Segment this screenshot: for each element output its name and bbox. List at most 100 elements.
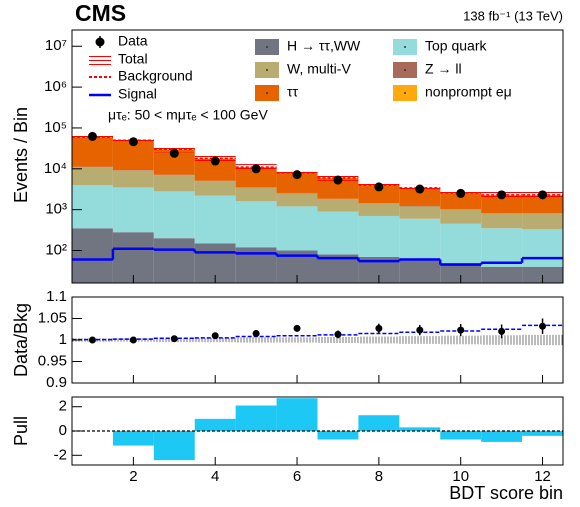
legend-label: H → ττ,WW	[287, 38, 361, 54]
stack-segment	[72, 137, 113, 167]
pull-bar	[522, 431, 563, 436]
stack-segment	[317, 211, 359, 255]
stack-segment	[317, 199, 359, 212]
data-point	[333, 175, 343, 185]
stack-segment	[399, 258, 441, 283]
y-tick-label: 10³	[45, 201, 67, 218]
stack-segment	[358, 203, 400, 216]
pull-bar	[276, 398, 318, 431]
y-axis-label: Events / Bin	[11, 107, 31, 203]
stack-segment	[153, 238, 195, 283]
ratio-point	[539, 322, 547, 330]
data-point	[87, 131, 97, 141]
y-tick-label: 0.9	[46, 374, 67, 391]
ratio-point	[416, 326, 424, 334]
data-point	[169, 148, 179, 158]
stack-segment	[72, 185, 113, 229]
pull-bar	[235, 405, 277, 431]
y-tick-label: 10⁴	[44, 160, 67, 177]
uncertainty-band	[399, 336, 441, 344]
ratio-point	[334, 330, 342, 338]
uncertainty-band	[440, 335, 482, 345]
legend-label: Total	[118, 51, 148, 67]
stack-segment	[481, 266, 523, 283]
data-point	[415, 184, 425, 194]
stack-segment	[194, 195, 236, 244]
legend-dot	[404, 46, 406, 48]
legend-label: W, multi-V	[287, 61, 351, 77]
data-point	[497, 190, 507, 200]
uncertainty-band	[522, 334, 563, 346]
x-tick-label: 8	[375, 468, 383, 485]
pull-bar	[358, 415, 400, 431]
ratio-point	[375, 324, 383, 332]
pull-bar	[440, 431, 482, 440]
uncertainty-band	[317, 336, 359, 344]
uncertainty-band	[194, 337, 236, 343]
y-tick-label: -2	[54, 446, 67, 463]
y-tick-label: 1.05	[38, 309, 67, 326]
ratio-point	[211, 332, 219, 340]
stack-segment	[72, 167, 113, 186]
lumi: 138 fb⁻¹ (13 TeV)	[463, 8, 563, 23]
ratio-point	[457, 326, 465, 334]
ratio-point	[498, 327, 506, 335]
stack-segment	[235, 201, 277, 248]
stack-segment	[399, 206, 441, 219]
uncertainty-band	[235, 337, 277, 343]
ratio-point	[129, 336, 137, 344]
pull-bar	[153, 431, 195, 461]
pull-bar	[194, 418, 236, 431]
ratio-point	[252, 330, 260, 338]
stack-segment	[153, 175, 195, 192]
legend-dot	[404, 92, 406, 94]
data-point	[128, 137, 138, 147]
ratio-point	[170, 335, 178, 343]
legend-dot	[266, 92, 268, 94]
data-point	[210, 156, 220, 166]
stack-segment	[481, 213, 523, 229]
pull-bar	[481, 431, 523, 442]
legend-label: Signal	[118, 86, 157, 102]
legend-label: Top quark	[425, 38, 487, 54]
stack-segment	[481, 228, 523, 267]
data-point	[251, 164, 261, 174]
stack-segment	[194, 158, 236, 181]
legend-dot	[266, 46, 268, 48]
stack-segment	[358, 215, 400, 257]
pull-bar	[317, 431, 359, 440]
uncertainty-band	[481, 335, 523, 345]
x-tick-label: 2	[129, 468, 137, 485]
data-point	[374, 182, 384, 192]
stack-segment	[235, 167, 277, 188]
data-point	[538, 190, 548, 200]
uncertainty-band	[358, 336, 400, 344]
stack-segment	[522, 266, 563, 283]
y-axis-label: Data/Bkg	[11, 303, 31, 377]
stack-segment	[522, 213, 563, 230]
panel-frame	[71, 29, 564, 284]
stack-segment	[317, 178, 359, 199]
stack-segment	[399, 188, 441, 206]
annotation: μτₑ: 50 < mμτₑ < 100 GeV	[108, 107, 268, 123]
x-tick-label: 4	[211, 468, 219, 485]
stack-segment	[194, 181, 236, 196]
legend-marker	[89, 55, 111, 65]
stack-segment	[522, 229, 563, 267]
stack-segment	[440, 262, 482, 283]
uncertainty-band	[276, 337, 318, 343]
legend-label: ττ	[287, 84, 299, 100]
legend-dot	[404, 69, 406, 71]
y-tick-label: 10⁶	[44, 78, 67, 95]
stack-segment	[276, 173, 318, 193]
y-tick-label: 0.95	[38, 352, 67, 369]
x-tick-label: 6	[293, 468, 301, 485]
stack-segment	[112, 232, 154, 283]
stack-segment	[522, 195, 563, 214]
stack-segment	[72, 228, 113, 283]
legend-dot	[266, 69, 268, 71]
stack-segment	[399, 218, 441, 259]
stack-segment	[276, 193, 318, 207]
stack-segment	[358, 185, 400, 204]
y-axis-label: Pull	[11, 416, 31, 446]
